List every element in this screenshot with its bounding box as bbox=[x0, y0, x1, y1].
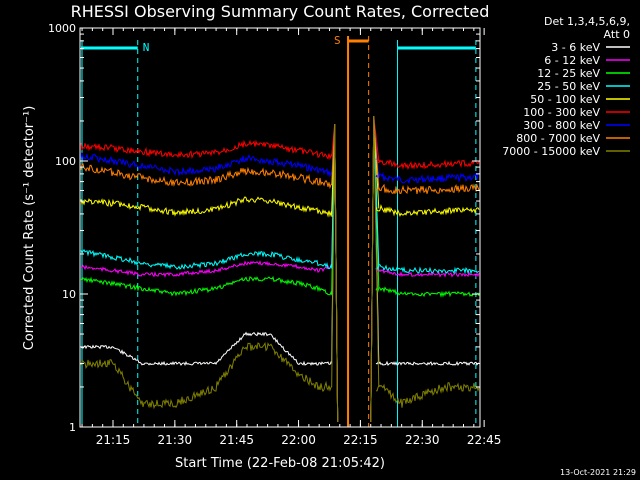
legend-header-2: Att 0 bbox=[604, 28, 630, 41]
night-label: N bbox=[143, 41, 150, 54]
series-line bbox=[80, 115, 480, 423]
series-line bbox=[80, 115, 480, 423]
legend-label: 300 - 800 keV bbox=[523, 119, 600, 132]
legend-label: 100 - 300 keV bbox=[523, 106, 600, 119]
y-tick-label: 1 bbox=[69, 421, 76, 434]
legend-label: 3 - 6 keV bbox=[551, 41, 600, 54]
legend-label: 12 - 25 keV bbox=[537, 67, 600, 80]
legend-label: 6 - 12 keV bbox=[544, 54, 600, 67]
legend-label: 25 - 50 keV bbox=[537, 80, 600, 93]
x-tick-label: 22:00 bbox=[281, 433, 316, 447]
x-tick-label: 22:30 bbox=[405, 433, 440, 447]
legend-label: 7000 - 15000 keV bbox=[502, 145, 600, 158]
x-tick-label: 22:15 bbox=[343, 433, 378, 447]
series-line bbox=[80, 115, 480, 423]
series-line bbox=[80, 115, 480, 423]
series-line bbox=[80, 115, 480, 423]
series-line bbox=[80, 115, 480, 423]
y-tick-label: 10 bbox=[62, 288, 76, 301]
chart-title: RHESSI Observing Summary Count Rates, Co… bbox=[71, 2, 490, 21]
saa-label: S bbox=[334, 34, 341, 47]
x-tick-label: 21:15 bbox=[96, 433, 131, 447]
legend-label: 50 - 100 keV bbox=[530, 93, 600, 106]
series-line bbox=[80, 115, 480, 423]
footer-timestamp: 13-Oct-2021 21:29 bbox=[560, 468, 636, 477]
x-axis-label: Start Time (22-Feb-08 21:05:42) bbox=[175, 456, 385, 471]
x-tick-label: 22:45 bbox=[467, 433, 502, 447]
y-tick-label: 1000 bbox=[48, 22, 76, 35]
x-tick-label: 21:45 bbox=[219, 433, 254, 447]
legend-header-1: Det 1,3,4,5,6,9, bbox=[544, 15, 630, 28]
series-line bbox=[80, 115, 480, 423]
x-tick-label: 21:30 bbox=[158, 433, 193, 447]
series-line bbox=[80, 115, 480, 423]
plot-frame bbox=[79, 27, 481, 428]
y-axis-label: Corrected Count Rate (s⁻¹ detector⁻¹) bbox=[22, 106, 37, 351]
y-tick-label: 100 bbox=[55, 155, 76, 168]
legend-label: 800 - 7000 keV bbox=[516, 132, 600, 145]
